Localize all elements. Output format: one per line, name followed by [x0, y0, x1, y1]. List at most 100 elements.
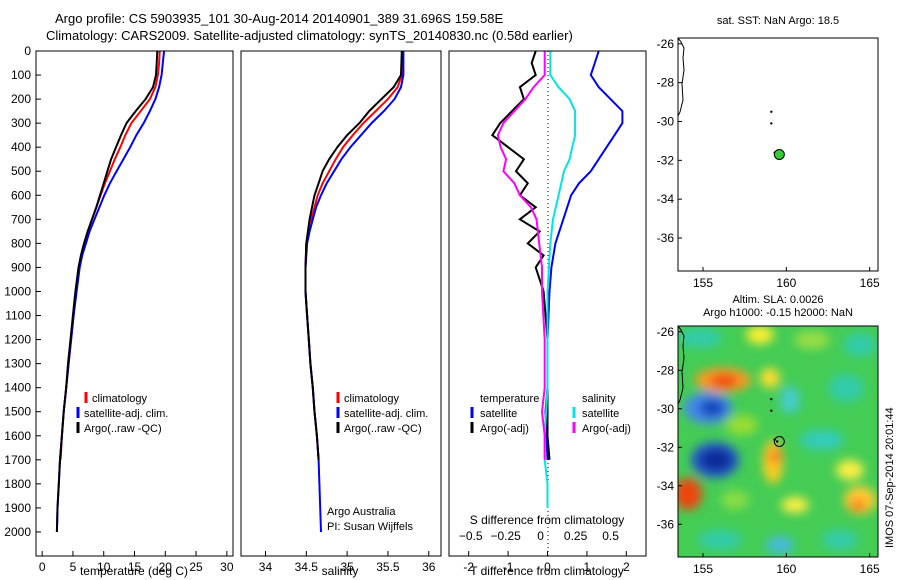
y-tick-label: 400 — [11, 140, 31, 154]
sst-map-track — [770, 110, 785, 160]
y-tick-label: 2000 — [4, 525, 31, 539]
difference-legend: temperature salinity satellite Argo(-adj… — [470, 393, 631, 435]
difference-xlabel-salinity: S difference from climatology — [470, 513, 625, 527]
map-y-tick-label: -36 — [657, 231, 675, 245]
series-line-salinity-argo-adj — [496, 51, 546, 460]
y-tick-label: 1100 — [5, 309, 31, 323]
sst-map-frame — [677, 37, 879, 272]
x2-tick-label: −0.25 — [490, 529, 521, 543]
x-tick-label: 0 — [39, 560, 46, 574]
x-tick-label: 10 — [97, 560, 111, 574]
sla-map-track — [770, 397, 785, 447]
x-tick-label: 20 — [159, 560, 173, 574]
legend-label-argo: Argo(..raw -QC) — [84, 423, 162, 435]
map-y-tick-label: -26 — [657, 325, 675, 339]
series-line-salinity-satellite — [543, 51, 577, 508]
annotation-argo-australia: Argo Australia — [327, 506, 396, 518]
sla-map-panel: Altim. SLA: 0.0026 Argo h1000: -0.15 h20… — [657, 294, 880, 576]
temperature-axes-frame — [35, 50, 234, 557]
x-tick-label: 15 — [128, 560, 142, 574]
y-tick-label: 1400 — [4, 381, 31, 395]
header-line-2: Climatology: CARS2009. Satellite-adjuste… — [46, 28, 573, 43]
annotation-pi: PI: Susan Wijffels — [327, 521, 413, 533]
legend-label-climatology: climatology — [344, 393, 400, 405]
y-tick-label: 1500 — [4, 405, 31, 419]
map-y-tick-label: -30 — [657, 402, 675, 416]
difference-x-ticks: -2 -1 0 1 2 — [463, 551, 630, 574]
y-tick-label: 1700 — [4, 453, 31, 467]
sla-map-title-line-1: Altim. SLA: 0.0026 — [732, 294, 823, 306]
map-x-tick-label: 160 — [776, 562, 796, 576]
x-tick-label: 34 — [259, 560, 273, 574]
x-tick-label: 2 — [623, 560, 630, 574]
series-line-argo-raw-qc — [304, 50, 403, 460]
series-line-satellite-adj-clim — [55, 50, 166, 533]
profile-location-marker — [773, 149, 785, 160]
map-y-tick-label: -30 — [657, 114, 675, 128]
x-tick-label: 36 — [422, 560, 436, 574]
y-tick-label: 900 — [11, 260, 31, 274]
difference-lines — [490, 50, 624, 508]
coastline — [678, 38, 685, 117]
map-y-tick-label: -32 — [657, 153, 675, 167]
legend-label-s-satellite: satellite — [582, 408, 619, 420]
salinity-panel: 34 34.5 35 35.5 36 salinity climatology sate… — [240, 50, 442, 578]
map-x-tick-label: 165 — [860, 562, 880, 576]
temperature-panel: 0100200300400500600700800900100011001200… — [4, 44, 234, 578]
map-y-tick-label: -34 — [657, 479, 675, 493]
map-y-tick-label: -28 — [657, 363, 675, 377]
series-line-satellite-adj-clim — [304, 51, 405, 533]
x-tick-label: 5 — [70, 560, 77, 574]
legend-title-temperature: temperature — [480, 393, 539, 405]
temperature-x-ticks: 0 5 10 15 20 25 30 — [39, 551, 234, 574]
salinity-axes-frame — [240, 50, 442, 557]
track-point — [775, 440, 779, 443]
sla-map-title-line-2: Argo h1000: -0.15 h2000: NaN — [703, 307, 853, 319]
difference-axes-frame — [448, 50, 647, 557]
difference-panel: -2 -1 0 1 2 −0.5 −0.25 0 0.25 0.5 T difference f… — [448, 50, 647, 578]
map-y-tick-label: -26 — [657, 37, 675, 51]
salinity-x-ticks: 34 34.5 35 35.5 36 — [259, 551, 436, 574]
y-tick-label: 200 — [11, 92, 31, 106]
x2-tick-label: −0.5 — [459, 529, 483, 543]
map-y-tick-label: -32 — [657, 440, 675, 454]
salinity-xlabel: salinity — [322, 564, 359, 578]
y-tick-label: 700 — [11, 212, 31, 226]
salinity-lines — [304, 50, 405, 533]
map-y-tick-label: -34 — [657, 192, 675, 206]
x-tick-label: 30 — [220, 560, 234, 574]
map-x-tick-label: 160 — [776, 276, 796, 290]
sla-map-frame — [677, 325, 879, 558]
profile-location-marker — [773, 436, 785, 447]
y-tick-label: 1800 — [4, 477, 31, 491]
legend-label-satellite: satellite-adj. clim. — [344, 408, 428, 420]
y-tick-label: 300 — [11, 116, 31, 130]
y-tick-label: 1200 — [4, 333, 31, 347]
temperature-lines — [55, 50, 166, 533]
sst-map-title: sat. SST: NaN Argo: 18.5 — [717, 15, 839, 27]
x-tick-label: 1 — [584, 560, 591, 574]
imos-timestamp-label: IMOS 07-Sep-2014 20:01:44 — [884, 407, 896, 548]
track-point — [770, 110, 773, 113]
x-tick-label: 34.5 — [295, 560, 319, 574]
temperature-xlabel: temperature (deg C) — [80, 564, 188, 578]
x-tick-label: 0 — [544, 560, 551, 574]
track-point — [770, 409, 773, 412]
difference-xlabel-temperature: T difference from climatology — [470, 564, 624, 578]
legend-title-salinity: salinity — [582, 393, 616, 405]
sst-map-panel: sat. SST: NaN Argo: 18.5 155 160 165 -26 -28… — [657, 15, 880, 290]
sla-map-ticks: 155 160 165 -26 -28 -30 -32 -34 -36 — [657, 325, 880, 576]
legend-label-s-argo: Argo(-adj) — [582, 423, 631, 435]
series-line-temperature-argo-adj — [490, 50, 551, 460]
x-tick-label: -2 — [463, 560, 474, 574]
legend-label-satellite: satellite-adj. clim. — [84, 408, 168, 420]
y-tick-label: 800 — [11, 236, 31, 250]
difference-x-ticks-salinity: −0.5 −0.25 0 0.25 0.5 — [459, 529, 619, 543]
y-tick-label: 1900 — [4, 501, 31, 515]
x2-tick-label: 0.5 — [602, 529, 619, 543]
legend-label-t-satellite: satellite — [480, 408, 517, 420]
y-tick-label: 1300 — [4, 357, 31, 371]
track-point — [770, 122, 773, 125]
x-tick-label: 35.5 — [376, 560, 400, 574]
